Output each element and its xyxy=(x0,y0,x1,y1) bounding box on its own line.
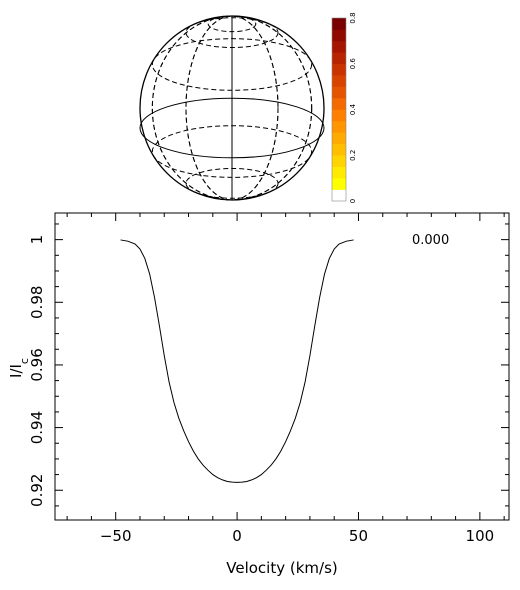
colorbar-swatch xyxy=(332,63,346,76)
equator-line xyxy=(139,97,325,159)
colorbar-swatch xyxy=(332,52,346,65)
x-tick-label: 50 xyxy=(349,527,368,545)
colorbar-tick-label: 0 xyxy=(349,199,357,203)
latitude-line xyxy=(185,17,279,49)
colorbar-swatch xyxy=(332,132,346,145)
colorbar-swatch xyxy=(332,166,346,179)
longitude-line xyxy=(151,15,313,201)
y-tick-label: 1 xyxy=(28,235,46,245)
latitude-line xyxy=(151,125,313,178)
colorbar-swatch xyxy=(332,98,346,110)
colorbar: 0 0.2 0.4 0.6 0.8 xyxy=(331,12,357,203)
star-sphere xyxy=(139,15,325,201)
longitude-line xyxy=(185,15,279,201)
colorbar-frame xyxy=(331,17,347,202)
colorbar-swatch xyxy=(332,18,346,30)
colorbar-swatch xyxy=(332,189,346,202)
colorbar-tick-label: 0.4 xyxy=(349,103,357,115)
colorbar-tick-label: 0.2 xyxy=(349,150,357,161)
colorbar-swatch xyxy=(332,178,346,190)
colorbar-tick-label: 0.6 xyxy=(349,58,357,70)
profile-line xyxy=(120,239,354,483)
colorbar-swatch xyxy=(332,155,346,167)
colorbar-swatch xyxy=(332,143,346,156)
x-axis-ticks: −50 0 50 100 xyxy=(66,213,505,545)
x-tick-label: 100 xyxy=(466,527,495,545)
colorbar-swatch xyxy=(332,75,346,87)
x-axis-title: Velocity (km/s) xyxy=(226,559,337,577)
y-tick-label: 0.94 xyxy=(28,411,46,444)
line-profile-plot: −50 0 50 100 0.92 0.94 0.96 0.98 1 0.000 Veloci… xyxy=(7,212,510,577)
colorbar-swatch xyxy=(332,120,346,133)
x-tick-label: −50 xyxy=(100,527,132,545)
colorbar-swatch xyxy=(332,29,346,42)
latitude-line xyxy=(185,167,279,199)
y-tick-label: 0.96 xyxy=(28,348,46,381)
colorbar-swatch xyxy=(332,86,346,99)
latitude-line xyxy=(151,38,313,91)
plot-frame xyxy=(54,212,510,521)
colorbar-swatch xyxy=(332,40,346,53)
y-axis-title: I/Ic xyxy=(7,358,31,378)
latitude-line xyxy=(207,15,257,33)
y-tick-label: 0.98 xyxy=(28,286,46,319)
profile-curve-group xyxy=(120,239,354,483)
colorbar-swatch xyxy=(332,109,346,122)
svg-text:I/Ic: I/Ic xyxy=(7,358,31,378)
y-tick-label: 0.92 xyxy=(28,474,46,507)
colorbar-tick-label: 0.8 xyxy=(349,12,357,23)
x-tick-label: 0 xyxy=(232,527,242,545)
phase-annotation: 0.000 xyxy=(412,233,449,248)
y-axis-ticks: 0.92 0.94 0.96 0.98 1 xyxy=(28,223,509,507)
